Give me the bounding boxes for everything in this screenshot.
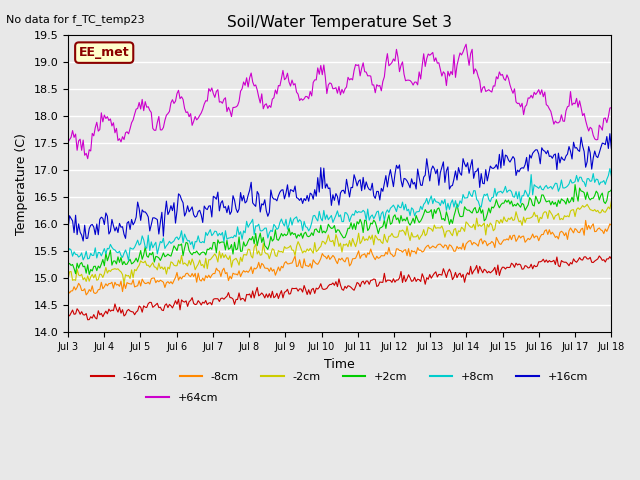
- +2cm: [228, 241, 236, 247]
- +16cm: [607, 145, 615, 151]
- Y-axis label: Temperature (C): Temperature (C): [15, 133, 28, 235]
- Line: +16cm: +16cm: [68, 133, 611, 241]
- +16cm: [255, 192, 262, 197]
- +64cm: [84, 156, 92, 161]
- -16cm: [64, 312, 72, 318]
- -2cm: [246, 247, 253, 252]
- -8cm: [246, 267, 253, 273]
- +2cm: [303, 233, 311, 239]
- -2cm: [255, 248, 262, 254]
- +64cm: [246, 75, 253, 81]
- +8cm: [228, 234, 236, 240]
- -8cm: [579, 226, 586, 231]
- +8cm: [125, 258, 132, 264]
- -8cm: [228, 276, 236, 282]
- -2cm: [607, 198, 615, 204]
- +8cm: [606, 166, 614, 171]
- +16cm: [579, 143, 586, 149]
- -2cm: [228, 264, 236, 270]
- Line: -16cm: -16cm: [68, 256, 611, 320]
- -16cm: [228, 295, 236, 300]
- -16cm: [595, 253, 603, 259]
- -2cm: [303, 246, 311, 252]
- +64cm: [462, 41, 470, 47]
- +2cm: [246, 236, 253, 241]
- +2cm: [607, 187, 615, 192]
- Line: +2cm: +2cm: [68, 185, 611, 275]
- +2cm: [572, 182, 579, 188]
- +2cm: [64, 262, 72, 268]
- -16cm: [579, 257, 586, 263]
- Text: EE_met: EE_met: [79, 46, 129, 59]
- -16cm: [255, 293, 262, 299]
- -8cm: [83, 292, 90, 298]
- Legend: +64cm: +64cm: [142, 388, 222, 407]
- +2cm: [255, 236, 262, 241]
- +8cm: [132, 241, 140, 247]
- +16cm: [246, 187, 253, 193]
- +64cm: [64, 139, 72, 145]
- +64cm: [580, 110, 588, 116]
- +64cm: [255, 94, 262, 100]
- +16cm: [64, 227, 72, 233]
- Text: No data for f_TC_temp23: No data for f_TC_temp23: [6, 14, 145, 25]
- -16cm: [84, 317, 92, 323]
- -8cm: [255, 260, 262, 265]
- -16cm: [132, 309, 140, 315]
- -8cm: [582, 217, 589, 223]
- -2cm: [579, 203, 586, 208]
- Line: -2cm: -2cm: [68, 201, 611, 283]
- +8cm: [607, 173, 615, 179]
- +2cm: [580, 190, 588, 195]
- +8cm: [255, 221, 262, 227]
- +64cm: [607, 105, 615, 110]
- +8cm: [579, 179, 586, 184]
- +16cm: [79, 238, 87, 244]
- X-axis label: Time: Time: [324, 358, 355, 371]
- -8cm: [132, 283, 140, 289]
- -16cm: [303, 292, 311, 298]
- +16cm: [228, 209, 236, 215]
- -16cm: [607, 256, 615, 262]
- -2cm: [132, 268, 140, 274]
- -8cm: [303, 263, 311, 269]
- +16cm: [303, 192, 311, 198]
- Line: +8cm: +8cm: [68, 168, 611, 261]
- +64cm: [228, 114, 236, 120]
- Line: -8cm: -8cm: [68, 220, 611, 295]
- +8cm: [246, 221, 253, 227]
- +16cm: [606, 131, 614, 136]
- +64cm: [303, 94, 311, 99]
- Line: +64cm: +64cm: [68, 44, 611, 158]
- +8cm: [64, 249, 72, 254]
- +64cm: [132, 106, 140, 112]
- +2cm: [85, 272, 93, 277]
- Title: Soil/Water Temperature Set 3: Soil/Water Temperature Set 3: [227, 15, 452, 30]
- -8cm: [607, 223, 615, 228]
- -2cm: [64, 276, 72, 282]
- +8cm: [303, 225, 311, 230]
- -16cm: [246, 291, 253, 297]
- +2cm: [132, 255, 140, 261]
- +16cm: [132, 215, 140, 220]
- -2cm: [120, 280, 128, 286]
- -8cm: [64, 288, 72, 293]
